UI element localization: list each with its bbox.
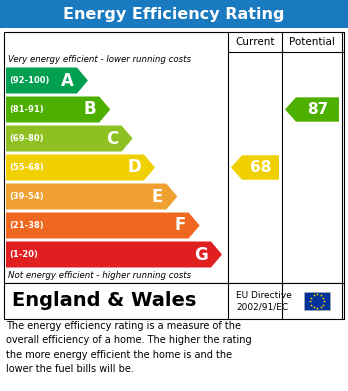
Text: (69-80): (69-80) (9, 134, 44, 143)
Text: England & Wales: England & Wales (12, 292, 196, 310)
Text: G: G (194, 246, 208, 264)
Text: A: A (61, 72, 74, 90)
Polygon shape (285, 97, 339, 122)
Polygon shape (231, 155, 279, 180)
Polygon shape (6, 68, 88, 93)
Text: The energy efficiency rating is a measure of the
overall efficiency of a home. T: The energy efficiency rating is a measur… (6, 321, 252, 374)
Polygon shape (6, 97, 110, 122)
Text: (81-91): (81-91) (9, 105, 44, 114)
Text: Very energy efficient - lower running costs: Very energy efficient - lower running co… (8, 54, 191, 63)
Polygon shape (6, 183, 177, 210)
Text: 68: 68 (250, 160, 271, 175)
Polygon shape (6, 126, 133, 151)
Text: C: C (106, 129, 119, 147)
Text: Potential: Potential (289, 37, 335, 47)
Text: Not energy efficient - higher running costs: Not energy efficient - higher running co… (8, 271, 191, 280)
Text: E: E (152, 188, 163, 206)
Polygon shape (6, 154, 155, 181)
Text: F: F (174, 217, 185, 235)
Text: (21-38): (21-38) (9, 221, 44, 230)
Text: D: D (127, 158, 141, 176)
Text: (39-54): (39-54) (9, 192, 44, 201)
Bar (304, 292, 330, 310)
Text: (92-100): (92-100) (9, 76, 49, 85)
Bar (0, 0, 348, 28)
Text: (1-20): (1-20) (9, 250, 38, 259)
Polygon shape (6, 212, 200, 239)
Text: Energy Efficiency Rating: Energy Efficiency Rating (63, 7, 285, 22)
Text: EU Directive
2002/91/EC: EU Directive 2002/91/EC (236, 291, 292, 311)
Text: (55-68): (55-68) (9, 163, 44, 172)
Text: 87: 87 (307, 102, 328, 117)
Bar (4, 32, 344, 283)
Bar (4, 283, 344, 319)
Polygon shape (6, 242, 222, 267)
Text: Current: Current (235, 37, 275, 47)
Text: B: B (84, 100, 96, 118)
